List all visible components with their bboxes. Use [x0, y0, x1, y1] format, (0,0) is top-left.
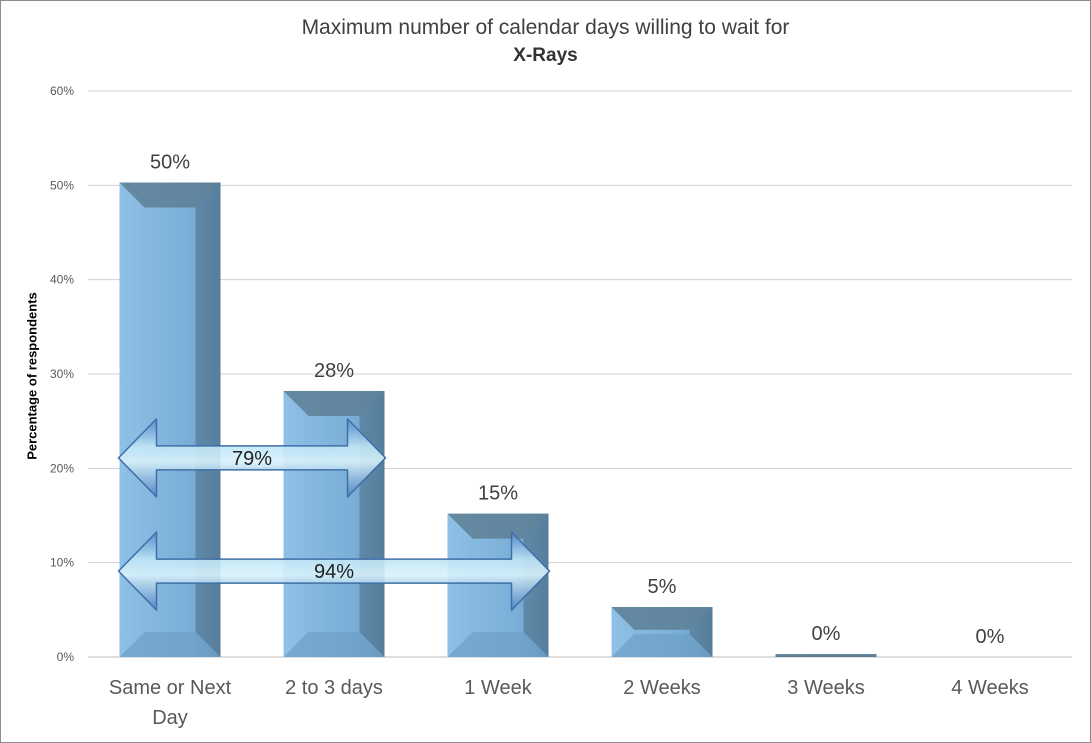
y-tick-label: 30% — [50, 367, 74, 381]
x-tick-label: Day — [152, 707, 188, 729]
bar — [775, 654, 877, 657]
y-tick-label: 10% — [50, 556, 74, 570]
range-arrow — [117, 418, 387, 498]
y-tick-label: 60% — [50, 84, 74, 98]
data-label: 15% — [478, 483, 518, 505]
y-tick-label: 40% — [50, 273, 74, 287]
data-label: 5% — [648, 576, 677, 598]
data-label: 0% — [812, 623, 841, 645]
x-tick-label: 2 Weeks — [623, 677, 700, 699]
y-tick-label: 0% — [57, 650, 75, 664]
range-arrow-label: 94% — [314, 561, 354, 583]
y-tick-label: 50% — [50, 178, 74, 192]
data-label: 50% — [150, 152, 190, 174]
bar — [283, 390, 385, 657]
data-label: 0% — [976, 626, 1005, 648]
chart-subtitle: X-Rays — [513, 45, 578, 66]
x-tick-label: 1 Week — [464, 677, 532, 699]
bar — [611, 607, 713, 657]
x-tick-label: Same or Next — [109, 677, 232, 699]
x-tick-label: 2 to 3 days — [285, 677, 383, 699]
range-arrow-label: 79% — [232, 448, 272, 470]
chart-title-block: Maximum number of calendar days willing … — [0, 14, 1091, 70]
data-label: 28% — [314, 360, 354, 382]
y-tick-label: 20% — [50, 461, 74, 475]
x-tick-label: 4 Weeks — [951, 677, 1028, 699]
range-arrow — [117, 531, 551, 611]
chart-title: Maximum number of calendar days willing … — [301, 16, 790, 39]
x-tick-label: 3 Weeks — [787, 677, 864, 699]
